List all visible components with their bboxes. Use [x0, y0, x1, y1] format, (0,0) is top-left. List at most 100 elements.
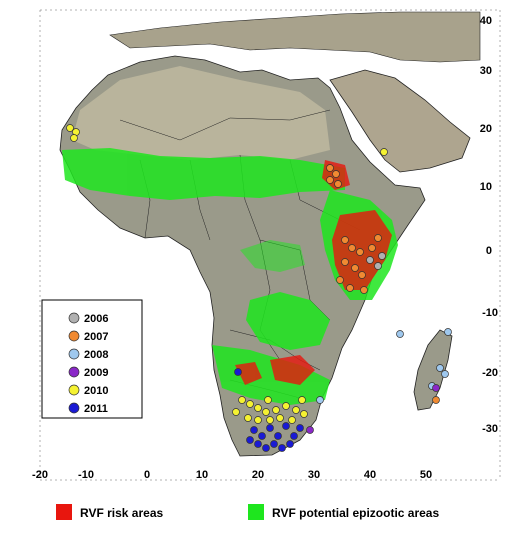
lon-tick: -20: [32, 469, 48, 481]
legend-marker: [68, 330, 80, 342]
lon-tick: 20: [252, 469, 264, 481]
outbreak-point-2007: [348, 244, 356, 252]
outbreak-point-2010: [238, 396, 246, 404]
outbreak-point-2010: [298, 396, 306, 404]
legend-marker: [68, 402, 80, 414]
outbreak-point-2007: [432, 396, 440, 404]
outbreak-point-2011: [286, 440, 294, 448]
outbreak-point-2007: [368, 244, 376, 252]
outbreak-point-2010: [254, 404, 262, 412]
outbreak-point-2007: [351, 264, 359, 272]
outbreak-point-2011: [234, 368, 242, 376]
lon-tick: -10: [78, 469, 94, 481]
legend-label: 2010: [84, 385, 108, 397]
legend-marker: [68, 366, 80, 378]
outbreak-point-2007: [346, 284, 354, 292]
outbreak-point-2010: [282, 402, 290, 410]
legend-label: 2009: [84, 367, 108, 379]
outbreak-point-2007: [341, 258, 349, 266]
outbreak-point-2010: [70, 134, 78, 142]
outbreak-point-2011: [282, 422, 290, 430]
lat-tick: 10: [480, 181, 492, 193]
sahara-region: [72, 66, 330, 160]
epizootic-area-label: RVF potential epizootic areas: [272, 506, 439, 520]
lat-tick: 0: [486, 245, 492, 257]
graticule: [39, 9, 501, 481]
outbreak-point-2007: [332, 170, 340, 178]
lon-tick: 50: [420, 469, 432, 481]
outbreak-point-2008: [436, 364, 444, 372]
legend-item-2008: 2008: [68, 348, 108, 361]
lat-tick: -20: [482, 367, 498, 379]
outbreak-point-2010: [300, 410, 308, 418]
outbreak-point-2011: [296, 424, 304, 432]
legend-item-2006: 2006: [68, 312, 108, 325]
outbreak-point-2007: [326, 164, 334, 172]
outbreak-point-2010: [262, 408, 270, 416]
outbreak-point-2010: [276, 414, 284, 422]
outbreak-point-2007: [336, 276, 344, 284]
outbreak-point-2011: [290, 432, 298, 440]
outbreak-point-2007: [334, 180, 342, 188]
lat-tick: 30: [480, 65, 492, 77]
lat-tick: -30: [482, 423, 498, 435]
outbreak-point-2011: [250, 426, 258, 434]
outbreak-point-2011: [258, 432, 266, 440]
outbreak-point-2008: [396, 330, 404, 338]
outbreak-point-2007: [326, 176, 334, 184]
lat-tick: 20: [480, 123, 492, 135]
outbreak-point-2007: [356, 248, 364, 256]
risk-area-label: RVF risk areas: [80, 506, 163, 520]
area-legend: RVF risk areas RVF potential epizootic a…: [56, 504, 439, 520]
legend-marker: [68, 348, 80, 360]
outbreak-point-2010: [380, 148, 388, 156]
outbreak-point-2007: [358, 271, 366, 279]
outbreak-point-2010: [254, 416, 262, 424]
outbreak-points: [66, 124, 452, 452]
longitude-ticks: -20 -10 0 10 20 30 40 50: [32, 469, 432, 481]
legend-marker: [68, 312, 80, 324]
outbreak-point-2006: [374, 262, 382, 270]
outbreak-point-2010: [264, 396, 272, 404]
lat-tick: -10: [482, 307, 498, 319]
outbreak-point-2006: [366, 256, 374, 264]
legend-marker: [68, 384, 80, 396]
lon-tick: 30: [308, 469, 320, 481]
legend-item-2007: 2007: [68, 330, 108, 343]
outbreak-point-2008: [444, 328, 452, 336]
outbreak-point-2010: [266, 416, 274, 424]
risk-area-swatch: [56, 504, 72, 520]
outbreak-point-2008: [316, 396, 324, 404]
outbreak-point-2010: [246, 400, 254, 408]
year-legend-box: [41, 299, 143, 419]
latitude-ticks: 40 30 20 10 0 -10 -20 -30: [480, 15, 498, 435]
lon-tick: 10: [196, 469, 208, 481]
outbreak-point-2011: [254, 440, 262, 448]
outbreak-point-2010: [66, 124, 74, 132]
outbreak-point-2011: [266, 424, 274, 432]
outbreak-point-2007: [374, 234, 382, 242]
legend-item-2009: 2009: [68, 366, 108, 379]
outbreak-point-2011: [262, 444, 270, 452]
arabian-peninsula: [329, 69, 471, 173]
outbreak-point-2010: [272, 406, 280, 414]
outbreak-point-2007: [360, 286, 368, 294]
year-legend: 2006 2007 2008 2009 2010 2011: [41, 299, 143, 419]
outbreak-point-2007: [341, 236, 349, 244]
lon-tick: 0: [144, 469, 150, 481]
outbreak-point-2011: [270, 440, 278, 448]
legend-label: 2006: [84, 313, 108, 325]
legend-label: 2011: [84, 403, 108, 415]
legend-item-2010: 2010: [68, 384, 108, 397]
epizootic-area-swatch: [248, 504, 264, 520]
europe-fragment: [109, 11, 481, 63]
outbreak-point-2008: [441, 370, 449, 378]
outbreak-point-2009: [306, 426, 314, 434]
outbreak-point-2010: [232, 408, 240, 416]
lon-tick: 40: [364, 469, 376, 481]
outbreak-point-2010: [244, 414, 252, 422]
outbreak-point-2010: [288, 416, 296, 424]
outbreak-point-2011: [246, 436, 254, 444]
legend-label: 2007: [84, 331, 108, 343]
